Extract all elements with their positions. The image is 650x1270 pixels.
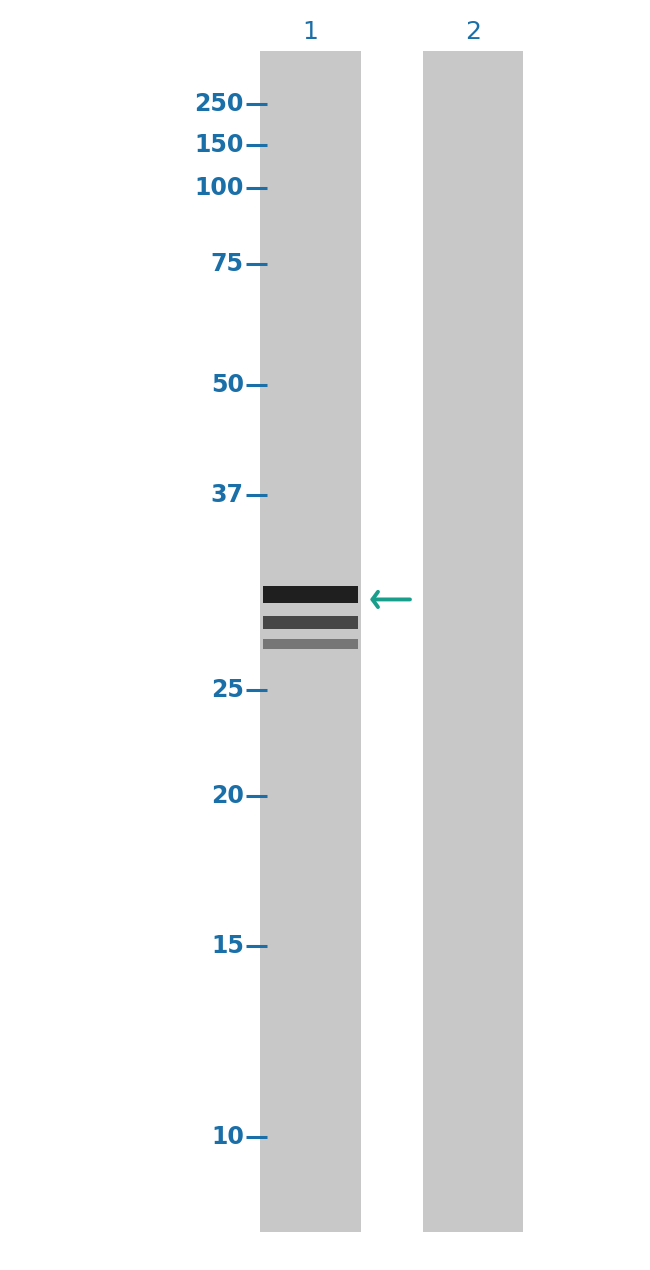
Text: 150: 150 <box>194 133 244 156</box>
Text: 1: 1 <box>302 20 318 43</box>
Text: 100: 100 <box>194 177 244 199</box>
Bar <box>422 51 523 1232</box>
Bar <box>260 51 361 1232</box>
Text: 75: 75 <box>211 253 244 276</box>
Bar <box>263 587 358 603</box>
Text: 25: 25 <box>211 678 244 701</box>
Bar <box>263 639 358 649</box>
Text: 250: 250 <box>194 93 244 116</box>
Text: 20: 20 <box>211 785 244 808</box>
Text: 50: 50 <box>211 373 244 396</box>
Text: 10: 10 <box>211 1125 244 1148</box>
Text: 37: 37 <box>211 484 244 507</box>
Text: 2: 2 <box>465 20 481 43</box>
Text: 15: 15 <box>211 935 244 958</box>
Bar <box>263 616 358 629</box>
